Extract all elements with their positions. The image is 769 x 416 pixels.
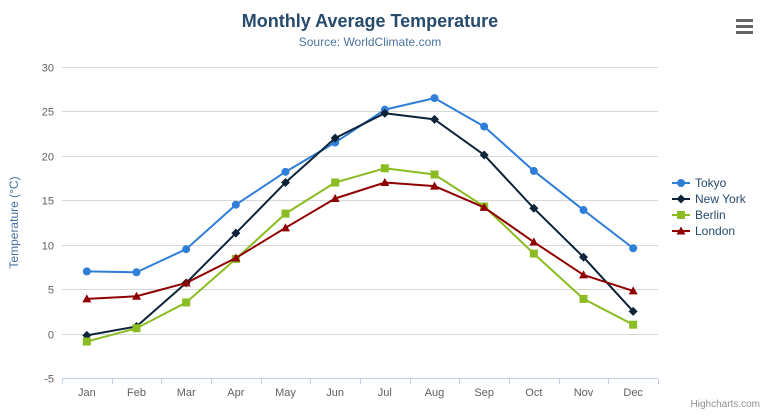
data-point-berlin xyxy=(579,294,588,303)
data-point-new-york xyxy=(380,108,390,118)
x-axis-label: Nov xyxy=(574,387,594,399)
data-point-berlin xyxy=(132,324,141,333)
legend-marker xyxy=(676,226,686,235)
data-point-tokyo xyxy=(480,122,489,131)
data-point-london xyxy=(281,223,290,232)
data-point-london xyxy=(132,291,141,300)
credits-link[interactable]: Highcharts.com xyxy=(690,399,760,410)
y-axis-label: -5 xyxy=(44,374,54,386)
data-point-london xyxy=(529,237,539,246)
circle-marker-icon xyxy=(672,179,690,187)
data-point-london xyxy=(628,286,638,295)
legend-item-london[interactable]: London xyxy=(672,224,746,238)
data-point-tokyo xyxy=(430,94,439,103)
data-point-tokyo xyxy=(82,267,91,276)
data-point-berlin xyxy=(82,337,91,346)
y-axis-label: 30 xyxy=(42,63,54,75)
y-axis-label: 20 xyxy=(42,152,54,164)
x-axis-label: Apr xyxy=(227,387,244,399)
data-point-new-york xyxy=(579,252,588,262)
data-point-new-york xyxy=(231,228,241,238)
data-point-berlin xyxy=(380,164,389,173)
data-point-london xyxy=(479,202,489,211)
triangle-marker-icon xyxy=(672,226,690,235)
legend-label: London xyxy=(695,224,736,238)
data-point-london xyxy=(82,294,92,303)
legend-item-tokyo[interactable]: Tokyo xyxy=(672,176,746,190)
legend: Tokyo New York Berlin London xyxy=(672,176,746,238)
x-axis-label: Mar xyxy=(177,387,196,399)
data-point-berlin xyxy=(529,249,538,258)
data-point-new-york xyxy=(430,114,439,124)
x-axis-label: Oct xyxy=(525,387,542,399)
square-marker-icon xyxy=(672,211,690,219)
data-point-london xyxy=(380,178,390,187)
data-point-new-york xyxy=(529,203,539,213)
data-point-tokyo xyxy=(132,268,141,277)
data-point-tokyo xyxy=(281,167,290,176)
data-point-berlin xyxy=(430,170,439,179)
x-axis-label: Feb xyxy=(127,387,146,399)
data-point-tokyo xyxy=(629,244,638,253)
data-point-london xyxy=(181,278,191,287)
y-axis-label: 10 xyxy=(42,241,54,253)
data-point-tokyo xyxy=(579,206,588,215)
data-point-new-york xyxy=(281,178,290,188)
data-point-berlin xyxy=(182,298,191,307)
legend-label: Berlin xyxy=(695,208,726,222)
data-point-berlin xyxy=(281,209,290,218)
y-axis-title: Temperature (°C) xyxy=(7,176,21,268)
x-axis-label: Jun xyxy=(326,387,344,399)
legend-item-berlin[interactable]: Berlin xyxy=(672,208,746,222)
legend-item-new-york[interactable]: New York xyxy=(672,192,746,206)
y-axis-label: 15 xyxy=(42,196,54,208)
y-axis-label: 25 xyxy=(42,107,54,119)
x-axis-label: Sep xyxy=(474,387,494,399)
data-point-london xyxy=(231,253,241,262)
data-point-london xyxy=(330,194,340,203)
series-line-london xyxy=(85,181,635,300)
data-point-new-york xyxy=(330,133,340,143)
x-axis-label: Dec xyxy=(623,387,643,399)
legend-marker xyxy=(677,179,685,187)
hamburger-menu-icon[interactable] xyxy=(732,15,756,37)
series-line-berlin xyxy=(85,167,635,343)
data-point-london xyxy=(430,181,439,190)
x-axis-label: Jan xyxy=(78,387,96,399)
data-point-new-york xyxy=(479,150,489,160)
data-point-tokyo xyxy=(231,200,240,209)
data-point-tokyo xyxy=(529,166,538,175)
legend-marker xyxy=(676,194,686,204)
x-axis-label: Aug xyxy=(425,387,445,399)
data-point-berlin xyxy=(331,178,340,187)
data-point-tokyo xyxy=(182,245,191,254)
chart-subtitle: Source: WorldClimate.com xyxy=(298,35,442,49)
series-line-new-york xyxy=(85,112,635,337)
data-point-london xyxy=(579,270,588,279)
y-axis-label: 5 xyxy=(48,285,54,297)
y-axis-label: 0 xyxy=(48,330,54,342)
chart-title: Monthly Average Temperature xyxy=(241,11,499,31)
legend-marker xyxy=(677,211,685,219)
x-axis-label: May xyxy=(275,387,296,399)
legend-label: Tokyo xyxy=(695,176,727,190)
legend-label: New York xyxy=(695,192,746,206)
series-line-tokyo xyxy=(85,97,635,274)
data-point-new-york xyxy=(628,306,638,316)
x-axis-label: Jul xyxy=(378,387,392,399)
diamond-marker-icon xyxy=(672,194,690,204)
data-point-berlin xyxy=(629,320,638,329)
